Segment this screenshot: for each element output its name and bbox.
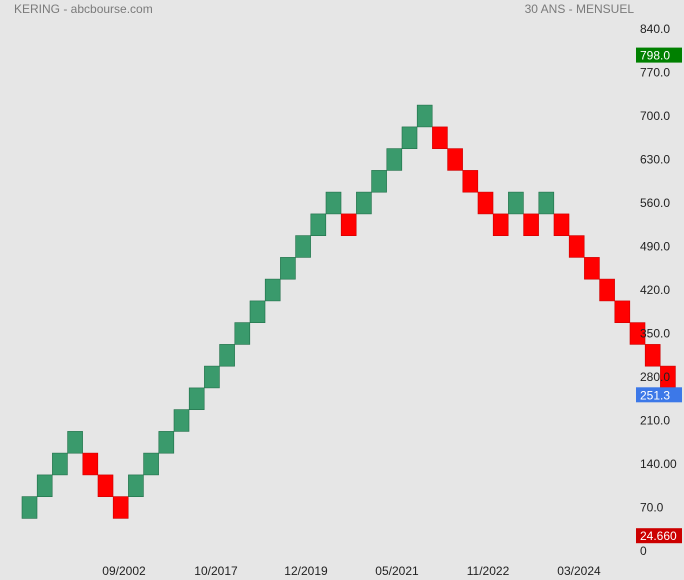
renko-brick-down <box>523 213 539 236</box>
price-marker-tag <box>636 47 682 63</box>
x-tick-label: 12/2019 <box>284 564 328 578</box>
renko-brick-down <box>340 213 357 236</box>
renko-brick-up <box>538 191 555 215</box>
renko-brick-up <box>173 409 190 432</box>
renko-brick-up <box>21 496 38 519</box>
x-tick-label: 11/2022 <box>467 564 510 578</box>
renko-brick-up <box>416 104 433 128</box>
y-tick-label: 350.0 <box>640 327 670 341</box>
renko-brick-down <box>553 213 570 236</box>
renko-brick-down <box>82 452 99 476</box>
y-tick-label: 630.0 <box>640 153 670 167</box>
x-tick-label: 09/2002 <box>102 564 146 578</box>
renko-brick-down <box>112 496 129 519</box>
renko-brick-up <box>219 344 235 367</box>
chart-header-title: KERING - abcbourse.com <box>14 2 153 16</box>
y-tick-label: 70.0 <box>640 501 664 515</box>
price-marker-label: 798.0 <box>640 49 670 63</box>
renko-brick-down <box>492 213 509 236</box>
renko-brick-up <box>188 387 205 410</box>
y-axis: 0 70.0 140.00 210.0 280.0 350.0 420.0 490.0 560.… <box>640 22 677 558</box>
renko-brick-up <box>143 452 159 476</box>
renko-brick-down <box>568 235 585 258</box>
chart-header-period: 30 ANS - MENSUEL <box>524 2 634 16</box>
renko-brick-up <box>234 322 251 345</box>
renko-brick-down <box>629 322 646 345</box>
y-tick-label: 770.0 <box>640 66 670 80</box>
y-tick-label: 700.0 <box>640 109 670 123</box>
x-tick-label: 03/2024 <box>557 564 601 578</box>
y-tick-label: 210.0 <box>640 414 670 428</box>
renko-brick-up <box>128 474 144 497</box>
renko-brick-up <box>36 474 53 497</box>
price-marker-label: 251.3 <box>640 388 670 402</box>
renko-brick-down <box>644 344 661 367</box>
renko-brick-up <box>67 431 83 454</box>
renko-brick-up <box>371 170 387 193</box>
price-marker-label: 24.660 <box>640 529 677 543</box>
y-tick-label: 560.0 <box>640 196 670 210</box>
x-tick-label: 05/2021 <box>375 564 419 578</box>
renko-brick-up <box>158 431 175 454</box>
y-tick-label: 140.00 <box>640 457 677 471</box>
renko-brick-down <box>432 126 448 150</box>
renko-brick-down <box>477 191 494 215</box>
renko-brick-up <box>386 148 403 171</box>
x-axis: 09/2002 10/2017 12/2019 05/2021 11/2022 03/20… <box>102 564 601 578</box>
y-tick-label: 840.0 <box>640 22 670 36</box>
renko-brick-up <box>325 191 342 215</box>
renko-brick-down <box>447 148 463 171</box>
y-tick-label: 420.0 <box>640 283 670 297</box>
renko-brick-up <box>264 278 281 302</box>
renko-brick-up <box>295 235 311 258</box>
renko-brick-down <box>584 257 600 280</box>
price-markers: 798.0 251.3 24.660 <box>636 47 682 544</box>
renko-brick-up <box>249 300 266 323</box>
y-tick-label: 490.0 <box>640 240 670 254</box>
renko-brick-up <box>310 213 327 236</box>
renko-brick-down <box>462 170 479 193</box>
renko-brick-up <box>401 126 418 150</box>
renko-brick-down <box>614 300 631 323</box>
y-tick-label: 0 <box>640 544 647 558</box>
renko-brick-down <box>599 278 615 302</box>
price-marker-tag <box>636 528 682 544</box>
price-marker-tag <box>636 387 682 403</box>
renko-brick-up <box>356 191 372 215</box>
renko-brick-down <box>97 474 114 497</box>
renko-brick-up <box>508 191 524 215</box>
renko-brick-up <box>204 365 220 389</box>
y-tick-label: 280.0 <box>640 370 670 384</box>
x-tick-label: 10/2017 <box>194 564 238 578</box>
renko-brick-up <box>52 452 68 476</box>
renko-brick-up <box>280 257 296 280</box>
bricks-layer <box>21 104 676 519</box>
